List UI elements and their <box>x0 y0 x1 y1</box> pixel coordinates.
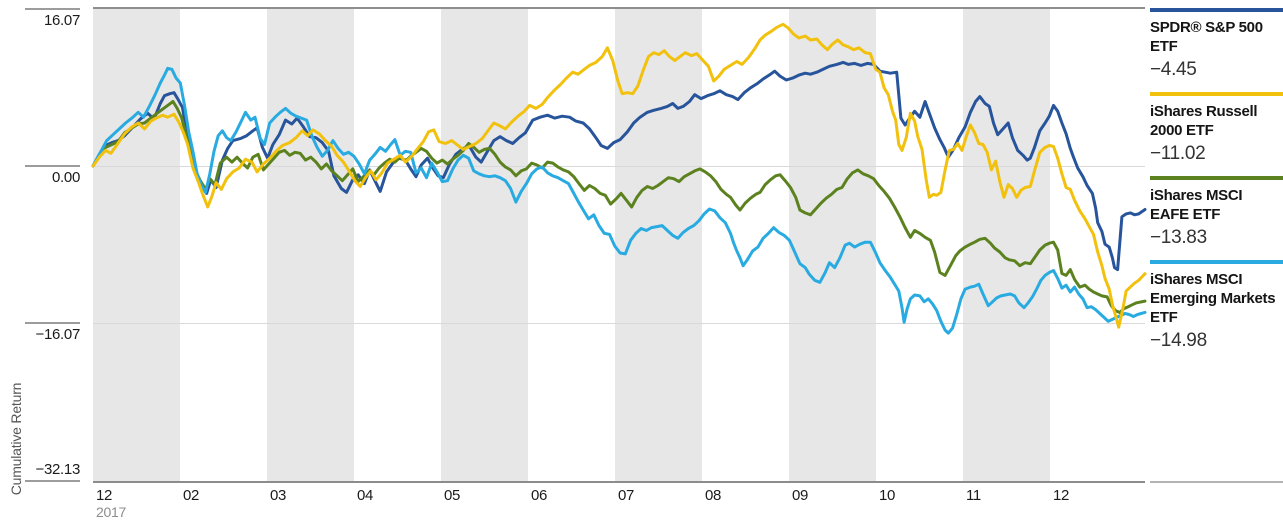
month-band-11 <box>963 9 1050 481</box>
legend-baseline <box>1150 481 1283 483</box>
legend-series-name: iShares MSCI EAFE ETF <box>1150 187 1243 223</box>
plot-top-border <box>93 7 1145 9</box>
x-tick-label-02: 02 <box>183 487 200 504</box>
legend-series-value: −11.02 <box>1150 143 1206 164</box>
legend-color-bar <box>1150 260 1283 264</box>
y-tick-label: 16.07 <box>43 12 80 29</box>
y-tick-label: −16.07 <box>35 326 81 343</box>
x-tick-label-07: 07 <box>618 487 635 504</box>
x-tick-label-06: 06 <box>531 487 548 504</box>
x-tick-label-11: 11 <box>966 487 981 504</box>
month-band-03 <box>267 9 354 481</box>
legend-entry-3[interactable]: iShares MSCI Emerging Markets ETF −14.98 <box>1150 260 1283 352</box>
legend-series-value: −14.98 <box>1150 330 1207 351</box>
legend-series-name: iShares MSCI Emerging Markets ETF <box>1150 271 1276 326</box>
x-axis-year-label: 2017 <box>96 504 126 520</box>
y-tick-label: 0.00 <box>52 169 80 186</box>
x-tick-label-08: 08 <box>705 487 722 504</box>
y-tick-label: −32.13 <box>35 461 81 478</box>
legend: SPDR® S&P 500 ETF −4.45 iShares Russell 20… <box>1150 8 1283 363</box>
legend-series-value: −13.83 <box>1150 227 1207 248</box>
x-tick-label-09: 09 <box>792 487 809 504</box>
x-tick-label-04: 04 <box>357 487 374 504</box>
y-tick-line <box>25 165 80 167</box>
x-tick-label-start: 12 <box>96 487 113 504</box>
y-tick-line <box>25 322 80 324</box>
x-tick-label-12: 12 <box>1053 487 1070 504</box>
legend-series-value: −4.45 <box>1150 59 1197 80</box>
plot-area <box>91 7 1147 483</box>
month-band-12 <box>93 9 180 481</box>
month-band-05 <box>441 9 528 481</box>
legend-entry-0[interactable]: SPDR® S&P 500 ETF −4.45 <box>1150 8 1283 81</box>
legend-color-bar <box>1150 176 1283 180</box>
x-tick-label-03: 03 <box>270 487 287 504</box>
legend-entry-2[interactable]: iShares MSCI EAFE ETF −13.83 <box>1150 176 1283 249</box>
legend-color-bar <box>1150 92 1283 96</box>
series-line-3[interactable] <box>91 66 1147 335</box>
legend-entry-1[interactable]: iShares Russell 2000 ETF −11.02 <box>1150 92 1283 165</box>
y-tick-line <box>25 8 80 10</box>
legend-series-name: iShares Russell 2000 ETF <box>1150 103 1258 139</box>
series-line-0[interactable] <box>91 60 1147 272</box>
series-line-1[interactable] <box>91 22 1147 329</box>
y-tick-line <box>25 480 80 482</box>
y-axis-title: Cumulative Return <box>8 382 24 496</box>
x-tick-label-10: 10 <box>879 487 896 504</box>
x-tick-label-05: 05 <box>444 487 461 504</box>
x-axis-line <box>93 481 1145 483</box>
gridline-0 <box>93 166 1145 167</box>
gridline--16.07 <box>93 323 1145 324</box>
legend-series-name: SPDR® S&P 500 ETF <box>1150 19 1263 55</box>
series-line-2[interactable] <box>91 100 1147 314</box>
legend-color-bar <box>1150 8 1283 12</box>
